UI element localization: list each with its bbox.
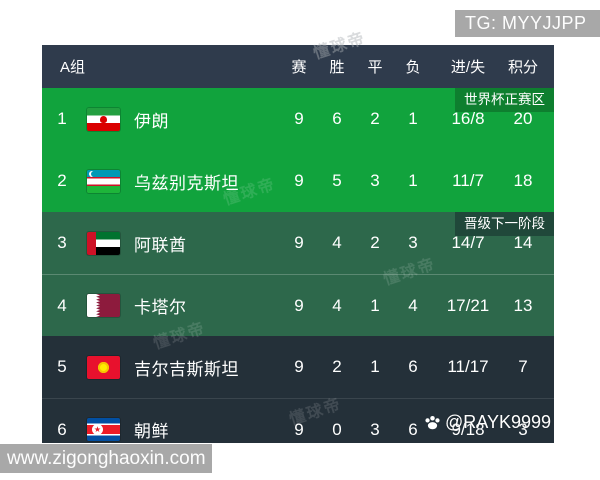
standings-table: A组 赛 胜 平 负 进/失 积分 世界杯正赛区 1 伊朗 9 6 2 1 16… — [42, 45, 554, 443]
table-row: 4 卡塔尔 9 4 1 4 17/21 13 — [42, 274, 554, 336]
col-goals: 进/失 — [450, 59, 486, 76]
stat-drawn: 1 — [370, 295, 380, 315]
tg-watermark-badge: TG: MYYJJPP — [455, 10, 600, 37]
stat-played: 9 — [294, 419, 304, 439]
zone-world-cup: 世界杯正赛区 1 伊朗 9 6 2 1 16/8 20 2 乌兹别克斯坦 9 5… — [42, 88, 554, 212]
flag-kyrgyzstan-icon — [87, 355, 120, 379]
stat-goals: 17/21 — [446, 295, 490, 315]
flag-north-korea-icon — [87, 418, 120, 441]
stat-drawn: 3 — [370, 171, 380, 190]
stat-goals: 14/7 — [451, 233, 485, 252]
flag-cell — [82, 231, 127, 255]
stat-won: 2 — [332, 357, 342, 376]
stat-played: 9 — [294, 295, 304, 315]
flag-cell — [82, 169, 127, 193]
rank-number: 4 — [57, 295, 67, 315]
stat-drawn: 2 — [370, 109, 380, 128]
flag-iran-icon — [87, 107, 120, 131]
col-won: 胜 — [329, 59, 345, 76]
stat-won: 0 — [332, 419, 342, 439]
stat-goals: 11/17 — [447, 357, 489, 376]
flag-uzbekistan-icon — [87, 169, 120, 193]
table-row: 3 阿联酋 9 4 2 3 14/7 14 — [42, 212, 554, 274]
stat-goals: 11/7 — [452, 171, 484, 190]
rank-number: 6 — [57, 419, 67, 439]
site-watermark-bar: www.zigonghaoxin.com — [0, 444, 212, 473]
stat-played: 9 — [294, 233, 304, 252]
table-row: 5 吉尔吉斯斯坦 9 2 1 6 11/17 7 — [42, 336, 554, 398]
flag-cell — [82, 418, 127, 441]
table-header: A组 赛 胜 平 负 进/失 积分 — [42, 45, 554, 88]
table-row: 6 朝鲜 9 0 3 6 9/18 3 — [42, 398, 554, 443]
col-played: 赛 — [291, 59, 307, 76]
stat-lost: 6 — [408, 357, 418, 376]
zone-badge-world-cup: 世界杯正赛区 — [455, 88, 554, 112]
flag-cell — [82, 294, 127, 317]
author-watermark: @RAYK9999 — [424, 412, 551, 433]
stat-lost: 4 — [408, 295, 418, 315]
flag-cell — [82, 355, 127, 379]
stat-goals: 16/8 — [451, 109, 485, 128]
stat-drawn: 2 — [370, 233, 380, 252]
zone-other: 5 吉尔吉斯斯坦 9 2 1 6 11/17 7 6 朝鲜 9 0 3 6 9/… — [42, 336, 554, 443]
stat-points: 18 — [513, 171, 533, 190]
stat-won: 5 — [332, 171, 342, 190]
stat-drawn: 3 — [370, 419, 380, 439]
stat-points: 3 — [518, 419, 528, 439]
rank-number: 2 — [57, 171, 67, 190]
col-points: 积分 — [507, 59, 538, 76]
rank-number: 3 — [57, 233, 67, 252]
stat-played: 9 — [294, 171, 304, 190]
rank-number: 1 — [57, 109, 67, 128]
rank-number: 5 — [57, 357, 67, 376]
stat-won: 6 — [332, 109, 342, 128]
stat-points: 7 — [518, 357, 528, 376]
team-name: 朝鲜 — [134, 422, 169, 441]
stat-points: 13 — [513, 295, 533, 315]
team-name: 卡塔尔 — [134, 298, 187, 317]
stat-points: 20 — [513, 109, 533, 128]
stat-played: 9 — [294, 357, 304, 376]
team-name: 伊朗 — [134, 111, 169, 131]
team-name: 乌兹别克斯坦 — [134, 173, 239, 193]
zone-badge-advance: 晋级下一阶段 — [455, 212, 554, 236]
flag-qatar-icon — [87, 294, 120, 317]
stat-lost: 6 — [408, 419, 418, 439]
stat-played: 9 — [294, 109, 304, 128]
stat-goals: 9/18 — [451, 419, 485, 439]
stat-lost: 3 — [408, 233, 418, 252]
flag-uae-icon — [87, 231, 120, 255]
stat-lost: 1 — [408, 109, 418, 128]
table-row: 2 乌兹别克斯坦 9 5 3 1 11/7 18 — [42, 150, 554, 212]
stat-won: 4 — [332, 233, 342, 252]
team-name: 吉尔吉斯斯坦 — [134, 359, 239, 379]
col-lost: 负 — [405, 59, 421, 76]
stat-drawn: 1 — [370, 357, 380, 376]
paw-icon — [424, 414, 441, 431]
flag-cell — [82, 107, 127, 131]
stat-points: 14 — [513, 233, 533, 252]
team-name: 阿联酋 — [134, 235, 187, 255]
group-label: A组 — [60, 59, 86, 76]
stat-won: 4 — [332, 295, 342, 315]
col-drawn: 平 — [367, 59, 383, 76]
stat-lost: 1 — [408, 171, 418, 190]
table-row: 1 伊朗 9 6 2 1 16/8 20 — [42, 88, 554, 150]
zone-advance: 晋级下一阶段 3 阿联酋 9 4 2 3 14/7 14 4 卡塔尔 9 4 1… — [42, 212, 554, 336]
author-handle: @RAYK9999 — [445, 412, 551, 432]
